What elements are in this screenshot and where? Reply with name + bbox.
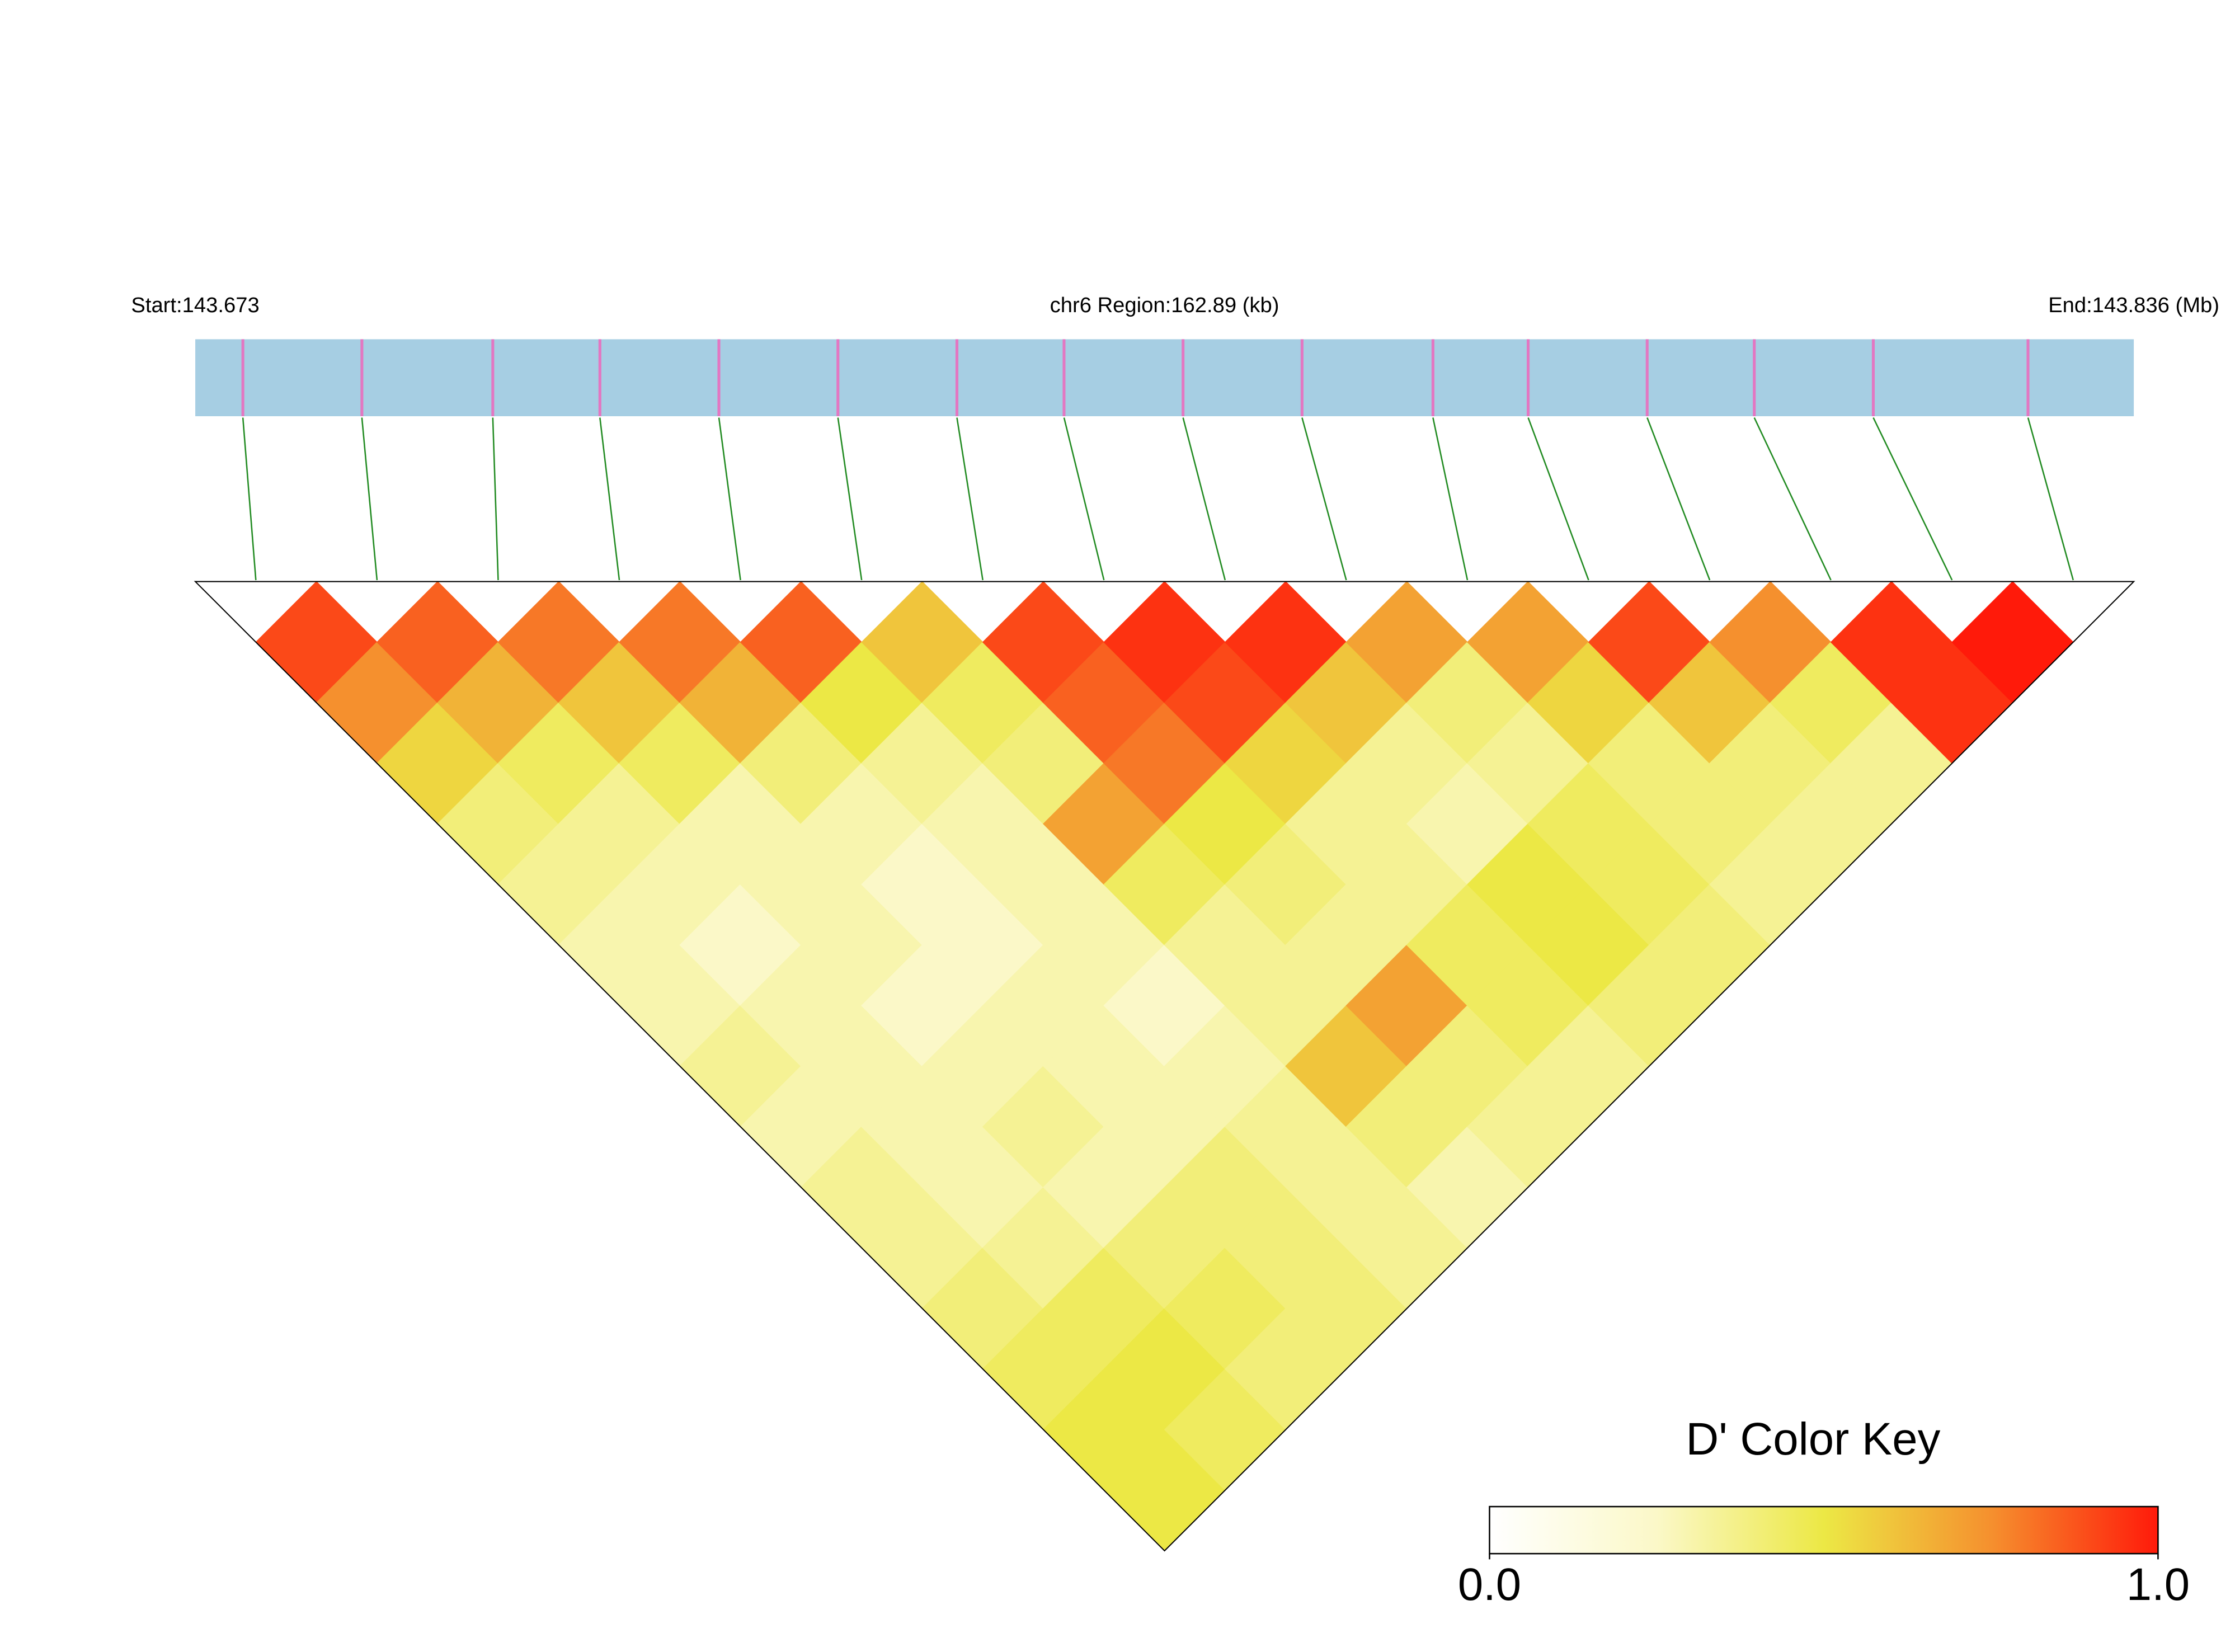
snp-link	[1527, 417, 1589, 581]
end-label: End:143.836 (Mb)	[2048, 293, 2219, 317]
snp-link	[1646, 417, 1711, 581]
snp-link	[361, 417, 378, 581]
snp-link	[956, 417, 984, 581]
snp-link	[242, 417, 257, 581]
region-label: chr6 Region:162.89 (kb)	[1050, 293, 1279, 317]
snp-track	[195, 339, 2134, 416]
key-tick-label: 0.0	[1458, 1559, 1521, 1610]
color-key	[1489, 1505, 2159, 1555]
snp-link	[1063, 417, 1105, 581]
heatmap-outline	[194, 581, 2135, 1552]
snp-link	[1753, 417, 1832, 581]
start-label: Start:143.673	[131, 293, 259, 317]
snp-link	[492, 417, 499, 581]
snp-link	[1432, 417, 1469, 581]
snp-link	[1182, 417, 1226, 581]
snp-link	[718, 417, 741, 581]
legend-title: D' Color Key	[1686, 1414, 1940, 1465]
snp-link	[1872, 417, 1953, 581]
key-tick-label: 1.0	[2126, 1559, 2190, 1610]
snp-link	[837, 417, 863, 581]
snp-link	[1301, 417, 1347, 581]
snp-link	[599, 417, 620, 581]
snp-link	[2027, 417, 2074, 581]
